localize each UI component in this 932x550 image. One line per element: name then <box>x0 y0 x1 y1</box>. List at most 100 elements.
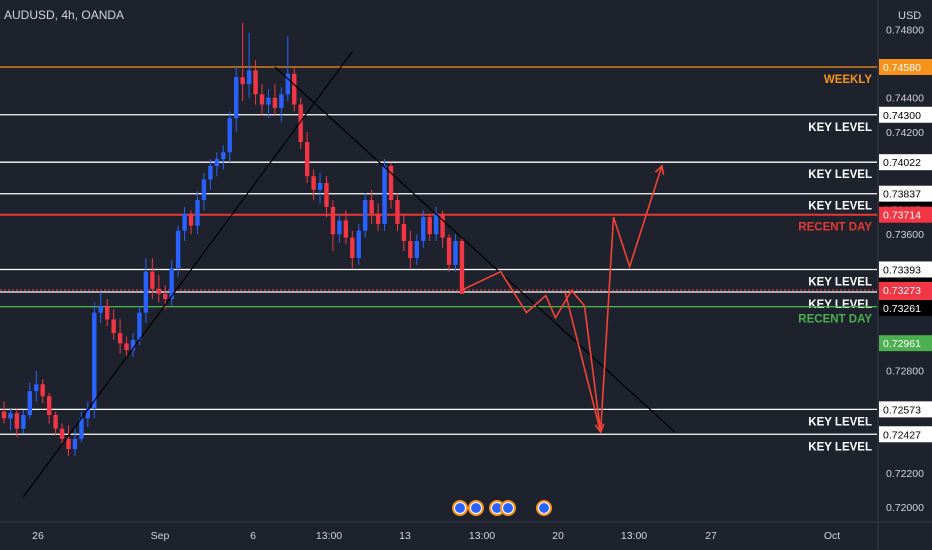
candle[interactable] <box>279 94 284 108</box>
x-tick-label-0: 26 <box>32 530 44 542</box>
candle[interactable] <box>459 240 465 294</box>
candle[interactable] <box>350 237 355 259</box>
projection-path-secondary[interactable] <box>564 291 602 433</box>
candle[interactable] <box>446 237 452 265</box>
y-tick-label-3: 0.73600 <box>886 229 924 241</box>
candle[interactable] <box>382 165 387 224</box>
projection-arrow-up <box>654 164 665 175</box>
price-tag-1-bg <box>879 106 932 123</box>
level-label-5: KEY LEVEL <box>808 276 872 288</box>
price-tag-extra-6-bg <box>879 335 932 352</box>
price-tag-extra-5-bg <box>879 299 932 316</box>
price-tag-extra-3: 0.73273 <box>883 285 921 297</box>
candle[interactable] <box>195 200 200 226</box>
price-tag-1: 0.74300 <box>883 110 921 122</box>
price-tag-2-bg <box>879 154 932 171</box>
candle[interactable] <box>234 77 239 119</box>
candle[interactable] <box>388 165 394 201</box>
candle[interactable] <box>182 213 187 231</box>
candle[interactable] <box>259 94 265 105</box>
level-label-1: KEY LEVEL <box>808 122 872 134</box>
y-tick-label-1: 0.74400 <box>886 93 924 105</box>
candle[interactable] <box>163 293 168 299</box>
candle[interactable] <box>85 408 91 419</box>
level-label-0: WEEKLY <box>824 74 872 86</box>
candle[interactable] <box>292 73 297 105</box>
event-flag-icon-inner <box>502 502 514 514</box>
candle[interactable] <box>137 312 142 340</box>
candle[interactable] <box>363 200 368 231</box>
candle[interactable] <box>453 240 458 265</box>
candle[interactable] <box>92 312 97 409</box>
candle[interactable] <box>253 70 258 95</box>
candle[interactable] <box>72 438 78 450</box>
candle[interactable] <box>105 305 110 320</box>
candle[interactable] <box>408 240 413 259</box>
candle[interactable] <box>272 97 278 108</box>
candle[interactable] <box>150 271 155 289</box>
candle[interactable] <box>240 77 245 85</box>
candle[interactable] <box>66 438 71 450</box>
candle[interactable] <box>440 213 445 238</box>
candle[interactable] <box>356 230 361 259</box>
candle[interactable] <box>53 414 58 429</box>
candle[interactable] <box>221 152 226 160</box>
candle[interactable] <box>40 384 45 397</box>
candle[interactable] <box>8 413 13 419</box>
x-tick-label-6: 20 <box>552 530 564 542</box>
candle[interactable] <box>311 176 316 190</box>
trendline-1[interactable] <box>274 66 676 433</box>
candle[interactable] <box>298 104 303 143</box>
candle[interactable] <box>117 333 123 344</box>
candle[interactable] <box>1 411 7 419</box>
price-tag-9: 0.72427 <box>883 429 921 441</box>
candle[interactable] <box>156 288 161 294</box>
price-tag-5-bg <box>879 261 932 278</box>
x-tick-label-1: Sep <box>151 530 170 542</box>
candle[interactable] <box>337 220 342 235</box>
candle[interactable] <box>124 343 129 351</box>
candle[interactable] <box>59 428 65 439</box>
projection-path[interactable] <box>461 165 663 433</box>
candle[interactable] <box>266 97 271 105</box>
y-tick-label-5: 0.72200 <box>886 468 924 480</box>
candle[interactable] <box>98 305 103 313</box>
candle[interactable] <box>46 396 52 415</box>
candle[interactable] <box>143 271 149 313</box>
candle[interactable] <box>214 159 220 166</box>
candle[interactable] <box>130 339 136 351</box>
price-tag-0-bg <box>879 59 932 75</box>
candle[interactable] <box>175 230 181 269</box>
y-tick-label-4: 0.72800 <box>886 366 924 378</box>
candle[interactable] <box>285 73 290 95</box>
candle[interactable] <box>27 391 32 415</box>
candle[interactable] <box>401 223 407 241</box>
candle[interactable] <box>34 384 39 392</box>
candle[interactable] <box>433 213 439 235</box>
candle[interactable] <box>21 414 26 429</box>
candle[interactable] <box>414 240 419 259</box>
candle[interactable] <box>369 200 374 214</box>
candle[interactable] <box>317 182 323 190</box>
candle[interactable] <box>227 118 232 153</box>
candle[interactable] <box>375 213 381 224</box>
candle[interactable] <box>111 319 116 334</box>
candle[interactable] <box>208 165 213 180</box>
candle[interactable] <box>201 179 207 201</box>
candle[interactable] <box>395 200 400 224</box>
candle[interactable] <box>324 182 329 207</box>
level-label-8: KEY LEVEL <box>808 416 872 428</box>
candle[interactable] <box>343 220 349 238</box>
candle[interactable] <box>169 268 174 299</box>
candle[interactable] <box>79 418 84 439</box>
trendline-0[interactable] <box>22 51 353 498</box>
candle[interactable] <box>246 70 252 85</box>
candle[interactable] <box>330 206 336 235</box>
candle[interactable] <box>421 217 426 241</box>
candle[interactable] <box>188 213 194 226</box>
candle[interactable] <box>427 217 432 235</box>
projection-arrow-down <box>594 423 605 434</box>
candle[interactable] <box>304 142 310 177</box>
candle[interactable] <box>14 413 20 429</box>
